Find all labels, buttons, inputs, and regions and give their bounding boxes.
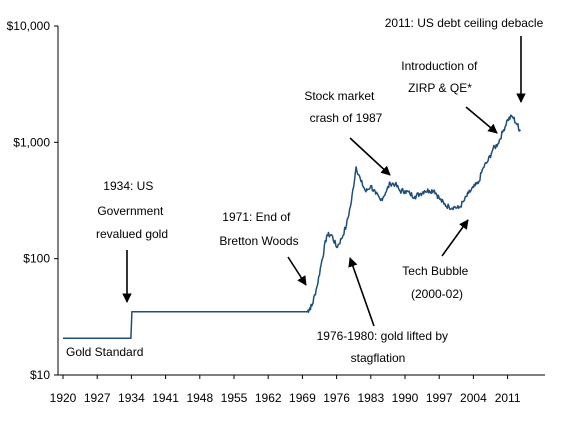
annotation-1976-line: 1976-1980: gold lifted by — [317, 329, 448, 343]
x-tick-label: 1962 — [255, 391, 282, 405]
annotation-1934-line: 1934: US — [103, 179, 153, 193]
annotation-1976-line: stagflation — [351, 351, 406, 365]
x-tick-label: 1920 — [50, 391, 77, 405]
x-tick-label: 1934 — [118, 391, 145, 405]
y-tick-label: $10 — [30, 368, 50, 382]
annotation-1971-arrow — [287, 256, 307, 286]
annotation-1987-line: Stock market — [304, 89, 375, 103]
x-tick-label: 1955 — [221, 391, 248, 405]
x-tick-label: 1983 — [357, 391, 384, 405]
annotation-1971-line: 1971: End of — [222, 210, 291, 224]
x-tick-label: 2004 — [460, 391, 487, 405]
annotation-1987: Stock market crash of 1987 — [304, 89, 382, 125]
x-tick-label: 1990 — [392, 391, 419, 405]
annotation-1934-line: Government — [97, 204, 164, 218]
annotation-zirp-line: Introduction of — [401, 59, 478, 73]
annotation-tech-line: (2000-02) — [411, 287, 463, 301]
y-tick-label: $1,000 — [13, 135, 50, 149]
y-tick-label: $100 — [23, 252, 50, 266]
x-tick-label: 1969 — [289, 391, 316, 405]
annotation-zirp: Introduction of ZIRP & QE* — [401, 59, 480, 95]
y-tick-label: $10,000 — [7, 19, 51, 33]
annotation-1976: 1976-1980: gold lifted by stagflation — [317, 329, 452, 365]
x-tick-label: 1997 — [426, 391, 453, 405]
y-tick-labels: $10,000 $1,000 $100 $10 — [7, 19, 58, 382]
x-tick-label: 1976 — [323, 391, 350, 405]
annotation-tech-arrow — [441, 219, 469, 257]
x-tick-label: 1941 — [152, 391, 179, 405]
gold-price-line — [63, 114, 521, 340]
price-series-group — [63, 114, 521, 340]
x-tick-label: 1948 — [186, 391, 213, 405]
annotation-gold-standard-line: Gold Standard — [66, 345, 143, 359]
x-tick-labels: 1920 1927 1934 1941 1948 1955 1962 1969 1976 1983… — [50, 375, 521, 405]
annotation-1987-line: crash of 1987 — [310, 111, 383, 125]
annotation-zirp-arrow — [465, 106, 498, 134]
annotation-tech-line: Tech Bubble — [402, 264, 468, 278]
annotation-2011: 2011: US debt ceiling debacle — [385, 16, 544, 30]
annotation-1934: 1934: US Government revalued gold — [96, 179, 168, 241]
annotation-2011-line: 2011: US debt ceiling debacle — [385, 16, 544, 30]
annotation-tech: Tech Bubble (2000-02) — [402, 264, 471, 301]
x-tick-label: 2011 — [495, 391, 521, 405]
annotation-zirp-line: ZIRP & QE* — [408, 81, 472, 95]
annotation-1971: 1971: End of Bretton Woods — [219, 210, 298, 248]
annotation-1934-line: revalued gold — [96, 227, 168, 241]
x-tick-label: 1927 — [84, 391, 111, 405]
annotation-gold-standard: Gold Standard — [66, 345, 143, 359]
annotation-1976-arrow — [348, 257, 375, 327]
annotation-1971-line: Bretton Woods — [219, 234, 298, 248]
annotation-1987-arrow — [349, 137, 391, 176]
